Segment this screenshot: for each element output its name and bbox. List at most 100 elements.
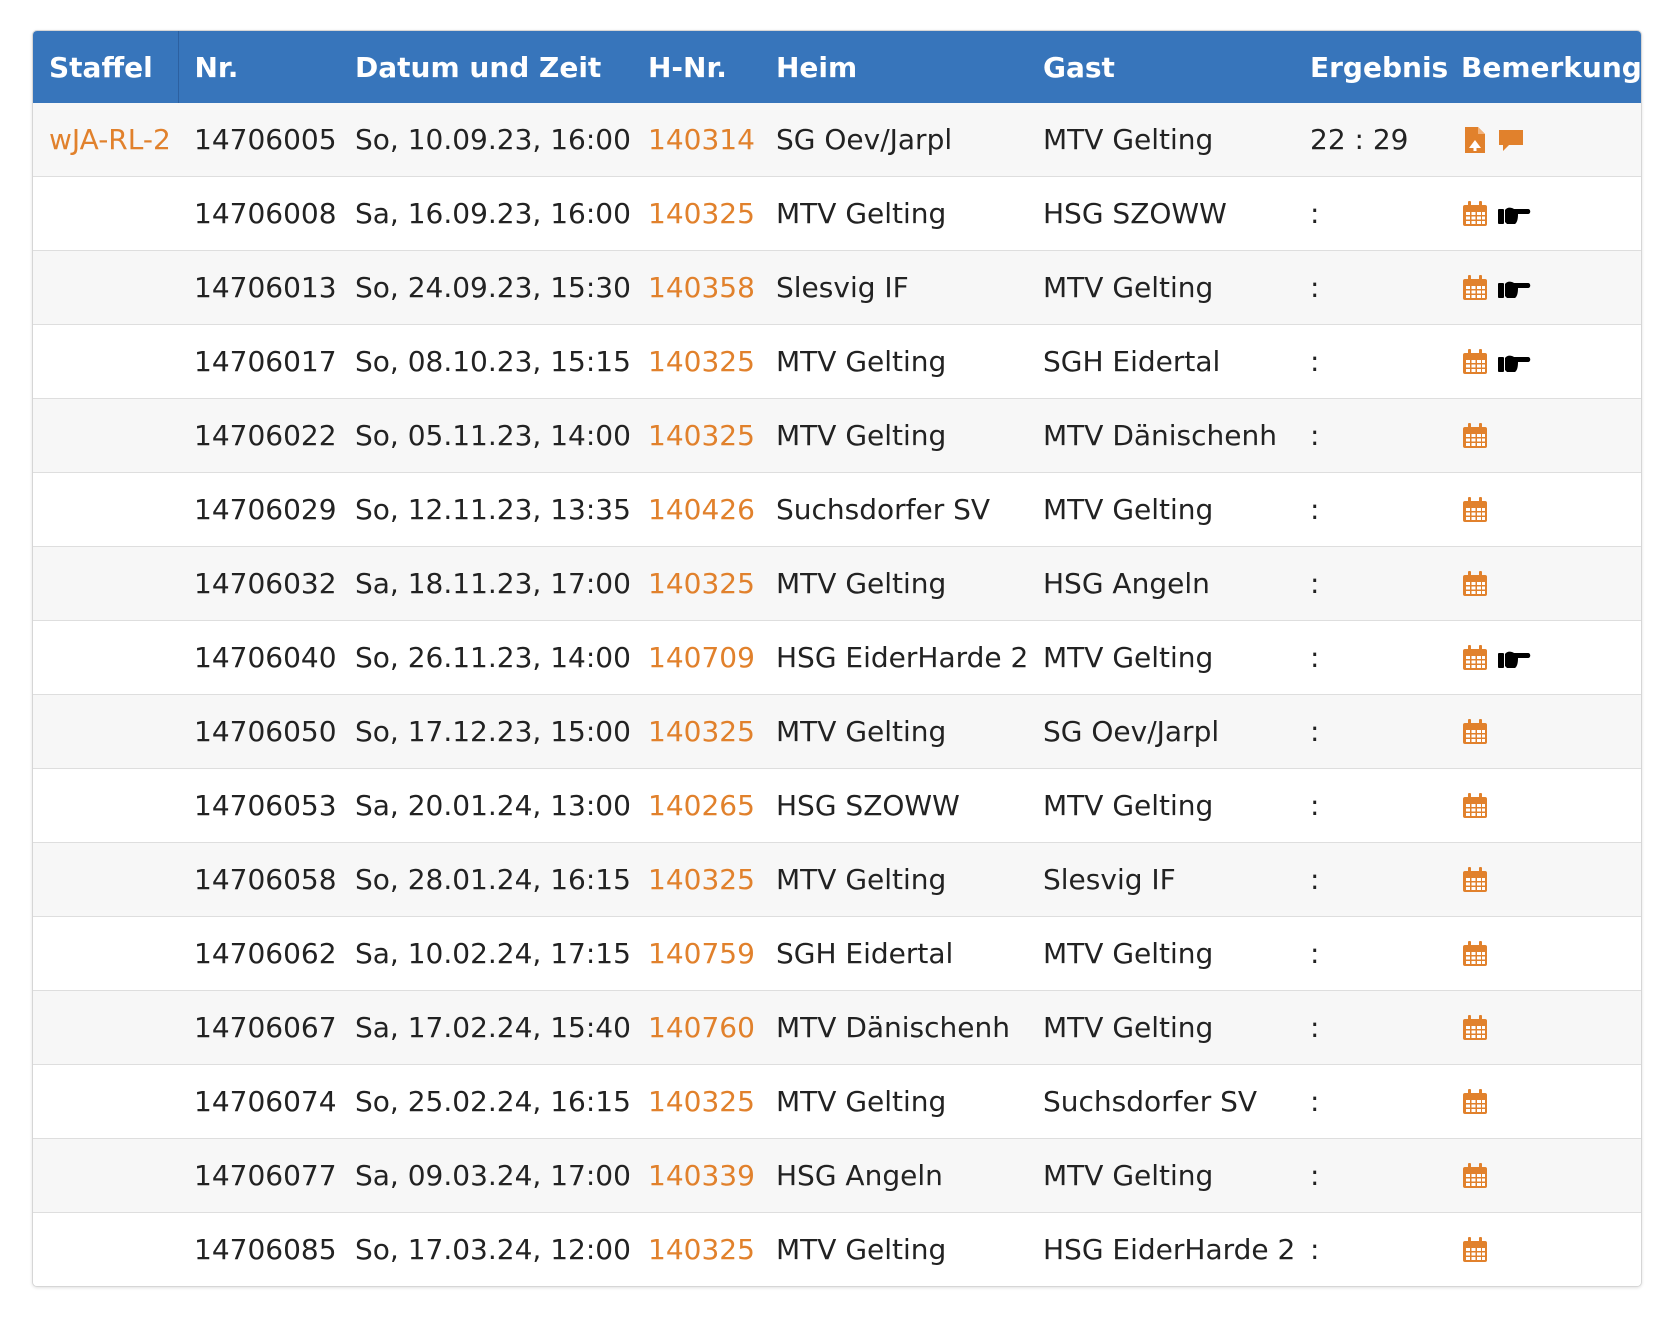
- cell-gast: SGH Eidertal: [1027, 324, 1294, 399]
- cell-hnr: 140325: [632, 176, 760, 251]
- column-header-gast[interactable]: Gast: [1027, 31, 1294, 103]
- cell-bemerkung: [1445, 250, 1641, 325]
- hall-number-link[interactable]: 140265: [648, 789, 755, 822]
- remark-icons: [1461, 792, 1641, 820]
- cell-ergebnis: :: [1294, 842, 1445, 917]
- cell-heim: HSG SZOWW: [760, 768, 1027, 843]
- column-header-heim[interactable]: Heim: [760, 31, 1027, 103]
- hall-number-link[interactable]: 140325: [648, 863, 755, 896]
- cell-heim-text: SG Oev/Jarpl: [776, 123, 953, 156]
- report-icon[interactable]: [1461, 126, 1489, 154]
- calendar-icon[interactable]: [1461, 644, 1489, 672]
- calendar-icon[interactable]: [1461, 1088, 1489, 1116]
- calendar-icon[interactable]: [1461, 1014, 1489, 1042]
- cell-ergebnis-text: :: [1310, 493, 1320, 526]
- calendar-icon[interactable]: [1461, 422, 1489, 450]
- calendar-icon[interactable]: [1461, 866, 1489, 894]
- pointing-hand-icon: [1497, 276, 1531, 300]
- cell-nr: 14706029: [178, 472, 339, 547]
- hall-number-link[interactable]: 140325: [648, 1085, 755, 1118]
- column-header-staffel[interactable]: Staffel: [33, 31, 179, 103]
- cell-datum: So, 28.01.24, 16:15h: [339, 842, 632, 917]
- cell-nr: 14706053: [178, 768, 339, 843]
- table-row: wJA-RL-2 14706005 So, 10.09.23, 16:00h 1403…: [33, 103, 1641, 177]
- cell-heim: SG Oev/Jarpl: [760, 103, 1027, 177]
- cell-hnr: 140426: [632, 472, 760, 547]
- hall-number-link[interactable]: 140314: [648, 123, 755, 156]
- calendar-icon[interactable]: [1461, 940, 1489, 968]
- hall-number-link[interactable]: 140339: [648, 1159, 755, 1192]
- table-row: 14706032 Sa, 18.11.23, 17:00h 140325 MTV Ge…: [33, 546, 1641, 621]
- hall-number-link[interactable]: 140709: [648, 641, 755, 674]
- column-header-ergebnis[interactable]: Ergebnis: [1294, 31, 1448, 103]
- cell-datum-text: So, 26.11.23, 14:00h: [355, 641, 632, 674]
- cell-heim-text: MTV Gelting: [776, 419, 947, 452]
- cell-datum: Sa, 18.11.23, 17:00h: [339, 546, 632, 621]
- column-header-bemerkung[interactable]: Bemerkung: [1445, 31, 1641, 103]
- table-row: 14706062 Sa, 10.02.24, 17:15h 140759 SGH Ei…: [33, 916, 1641, 991]
- remark-icons: [1461, 570, 1641, 598]
- hall-number-link[interactable]: 140760: [648, 1011, 755, 1044]
- remark-icons: [1461, 348, 1641, 376]
- cell-nr-text: 14706040: [194, 641, 337, 674]
- cell-staffel: [33, 990, 178, 1065]
- column-header-nr[interactable]: Nr.: [178, 31, 339, 103]
- hall-number-link[interactable]: 140325: [648, 197, 755, 230]
- hall-number-link[interactable]: 140325: [648, 345, 755, 378]
- cell-datum-text: Sa, 09.03.24, 17:00h: [355, 1159, 632, 1192]
- table-row: 14706013 So, 24.09.23, 15:30h 140358 Slesvi…: [33, 250, 1641, 325]
- column-header-datum[interactable]: Datum und Zeit: [339, 31, 632, 103]
- cell-gast-text: MTV Gelting: [1043, 1159, 1214, 1192]
- hall-number-link[interactable]: 140325: [648, 419, 755, 452]
- cell-ergebnis: :: [1294, 324, 1445, 399]
- cell-heim: HSG EiderHarde 2: [760, 620, 1027, 695]
- cell-datum-text: Sa, 10.02.24, 17:15h: [355, 937, 632, 970]
- calendar-icon[interactable]: [1461, 718, 1489, 746]
- hall-number-link[interactable]: 140358: [648, 271, 755, 304]
- cell-ergebnis-text: :: [1310, 641, 1320, 674]
- hall-number-link[interactable]: 140759: [648, 937, 755, 970]
- cell-nr-text: 14706022: [194, 419, 337, 452]
- hall-number-link[interactable]: 140325: [648, 1233, 755, 1266]
- cell-nr: 14706050: [178, 694, 339, 769]
- calendar-icon[interactable]: [1461, 348, 1489, 376]
- calendar-icon[interactable]: [1461, 1236, 1489, 1264]
- comment-icon[interactable]: [1497, 126, 1525, 154]
- cell-datum: So, 05.11.23, 14:00h: [339, 398, 632, 473]
- cell-ergebnis: :: [1294, 250, 1445, 325]
- calendar-icon[interactable]: [1461, 274, 1489, 302]
- cell-gast-text: MTV Gelting: [1043, 641, 1214, 674]
- cell-gast-text: SGH Eidertal: [1043, 345, 1221, 378]
- cell-nr-text: 14706077: [194, 1159, 337, 1192]
- hall-number-link[interactable]: 140426: [648, 493, 755, 526]
- hall-number-link[interactable]: 140325: [648, 715, 755, 748]
- cell-bemerkung: [1445, 1138, 1641, 1213]
- hall-number-link[interactable]: 140325: [648, 567, 755, 600]
- cell-gast: MTV Gelting: [1027, 620, 1294, 695]
- calendar-icon[interactable]: [1461, 496, 1489, 524]
- column-header-hnr[interactable]: H-Nr.: [632, 31, 760, 103]
- calendar-icon[interactable]: [1461, 570, 1489, 598]
- table-row: 14706017 So, 08.10.23, 15:15h 140325 MTV Ge…: [33, 324, 1641, 399]
- cell-nr-text: 14706053: [194, 789, 337, 822]
- cell-gast-text: MTV Gelting: [1043, 789, 1214, 822]
- cell-gast-text: MTV Dänischenh: [1043, 419, 1278, 452]
- cell-datum: So, 25.02.24, 16:15h: [339, 1064, 632, 1139]
- calendar-icon[interactable]: [1461, 792, 1489, 820]
- remark-icons: [1461, 1088, 1641, 1116]
- cell-bemerkung: [1445, 546, 1641, 621]
- cell-datum: So, 08.10.23, 15:15h: [339, 324, 632, 399]
- table-row: 14706040 So, 26.11.23, 14:00h 140709 HSG Ei…: [33, 620, 1641, 695]
- staffel-link[interactable]: wJA-RL-2: [49, 123, 171, 156]
- calendar-icon[interactable]: [1461, 200, 1489, 228]
- cell-gast: Suchsdorfer SV: [1027, 1064, 1294, 1139]
- cell-bemerkung: [1445, 176, 1641, 251]
- cell-gast: MTV Dänischenh: [1027, 398, 1294, 473]
- calendar-icon[interactable]: [1461, 1162, 1489, 1190]
- cell-staffel: [33, 768, 178, 843]
- cell-bemerkung: [1445, 694, 1641, 769]
- cell-hnr: 140325: [632, 546, 760, 621]
- cell-bemerkung: [1445, 842, 1641, 917]
- cell-ergebnis-text: :: [1310, 1233, 1320, 1266]
- cell-staffel: wJA-RL-2: [33, 103, 178, 177]
